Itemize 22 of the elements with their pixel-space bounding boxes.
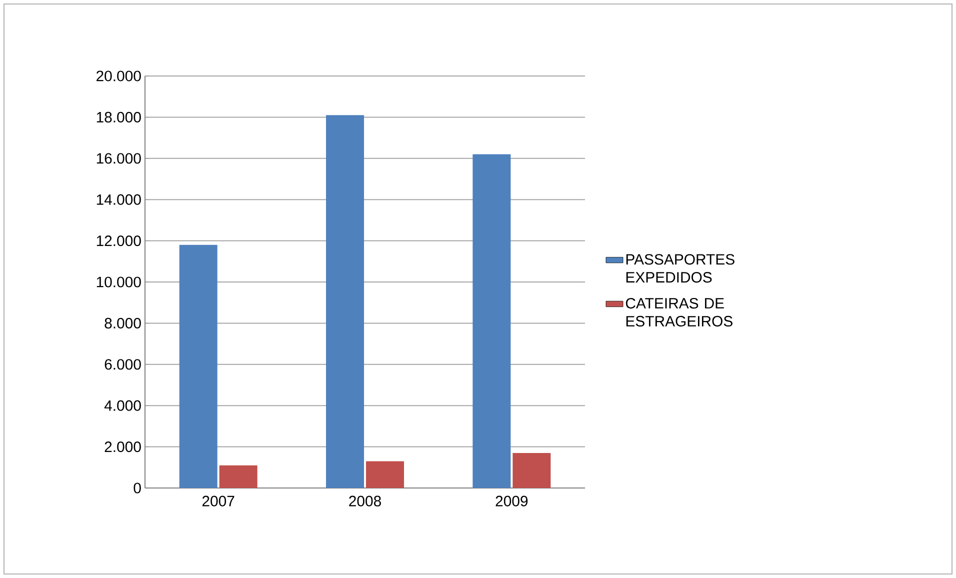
bar: [366, 461, 404, 488]
y-tick-label: 2.000: [104, 442, 141, 452]
x-tick-label: 2007: [202, 496, 234, 506]
bar: [179, 244, 218, 488]
legend-label: CATEIRAS DE ESTRAGEIROS: [626, 298, 732, 326]
bar: [512, 452, 551, 488]
bar: [472, 154, 511, 488]
y-tick-label: 6.000: [104, 359, 141, 370]
y-tick-label: 18.000: [96, 112, 141, 122]
y-tick-label: 12.000: [96, 236, 141, 246]
y-tick-label: 10.000: [96, 276, 141, 288]
y-tick-label: 8.000: [104, 318, 141, 328]
y-tick-label: 14.000: [96, 194, 141, 205]
bar: [326, 115, 364, 488]
y-tick-label: 16.000: [96, 153, 141, 164]
x-tick-label: 2009: [496, 496, 528, 506]
y-tick-label: 4.000: [104, 400, 141, 411]
y-tick-label: 0: [134, 482, 141, 494]
y-tick-label: 20.000: [96, 70, 141, 82]
x-tick-label: 2008: [349, 496, 381, 506]
bar: [219, 465, 258, 488]
legend-label: PASSAPORTES EXPEDIDOS: [626, 254, 734, 283]
